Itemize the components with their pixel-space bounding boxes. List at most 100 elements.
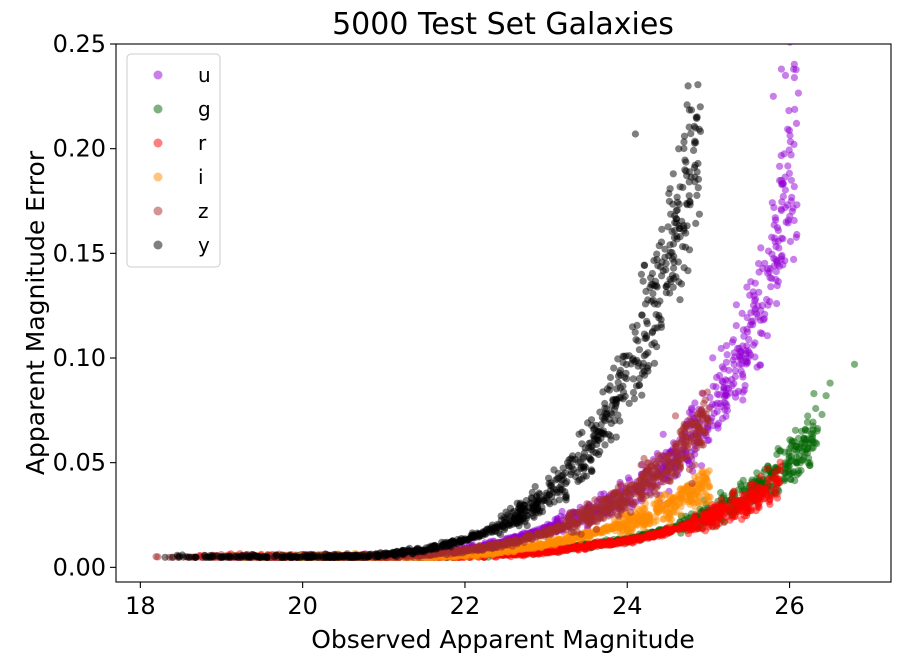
- data-point: [739, 491, 747, 499]
- data-point: [614, 372, 623, 380]
- data-point: [777, 234, 786, 242]
- data-point: [690, 146, 698, 154]
- data-point: [826, 379, 834, 387]
- data-point: [695, 427, 704, 436]
- data-point: [763, 295, 771, 304]
- data-point: [602, 524, 610, 532]
- data-point: [803, 418, 812, 426]
- data-point: [774, 226, 783, 234]
- data-point: [596, 447, 604, 456]
- data-point: [787, 452, 796, 460]
- data-point: [596, 408, 604, 416]
- data-point: [715, 419, 723, 427]
- data-point: [818, 410, 826, 419]
- data-point: [698, 468, 706, 476]
- data-point: [755, 268, 763, 276]
- data-point: [730, 380, 738, 388]
- data-point: [736, 480, 745, 488]
- data-point: [813, 440, 821, 448]
- data-point: [709, 382, 717, 390]
- data-point: [725, 366, 733, 374]
- data-point: [743, 283, 751, 291]
- data-point: [691, 503, 700, 511]
- data-point: [850, 360, 859, 368]
- data-point: [774, 445, 782, 453]
- data-point: [739, 396, 747, 404]
- data-point: [787, 176, 796, 184]
- data-point: [629, 539, 637, 547]
- data-point: [732, 322, 740, 330]
- data-point: [746, 481, 755, 489]
- data-point: [694, 435, 703, 443]
- data-point: [717, 496, 726, 504]
- data-point: [822, 392, 830, 400]
- data-point: [638, 391, 646, 399]
- data-point: [726, 505, 734, 514]
- data-point: [570, 542, 578, 550]
- data-point: [618, 519, 626, 527]
- data-point: [654, 500, 662, 508]
- data-point: [788, 193, 796, 201]
- data-point: [662, 453, 670, 461]
- data-point: [496, 530, 505, 539]
- data-point: [804, 412, 812, 420]
- data-point: [581, 545, 589, 554]
- data-point: [591, 496, 599, 504]
- data-point: [152, 553, 160, 561]
- data-point: [522, 533, 530, 542]
- data-point: [467, 544, 476, 552]
- data-point: [755, 288, 763, 296]
- data-point: [653, 508, 661, 516]
- data-point: [812, 404, 820, 413]
- data-point: [691, 461, 699, 469]
- data-point: [723, 351, 731, 359]
- data-point: [637, 461, 645, 469]
- data-point: [758, 301, 767, 309]
- data-point: [654, 452, 662, 460]
- data-point: [803, 445, 812, 453]
- data-point: [698, 499, 706, 507]
- data-point: [770, 221, 778, 229]
- data-point: [734, 387, 743, 395]
- data-point: [731, 373, 740, 381]
- data-point: [713, 390, 722, 398]
- data-point: [719, 378, 727, 386]
- data-point: [749, 288, 757, 296]
- data-point: [568, 535, 576, 543]
- data-point: [535, 530, 543, 538]
- data-point: [611, 500, 619, 508]
- data-point: [772, 243, 780, 251]
- data-point: [631, 328, 639, 336]
- data-point: [709, 354, 717, 362]
- data-point: [697, 485, 706, 493]
- data-point: [640, 524, 648, 532]
- data-point: [634, 488, 642, 496]
- data-point: [757, 472, 765, 480]
- data-point: [687, 434, 695, 442]
- data-point: [772, 256, 780, 264]
- data-point: [558, 507, 566, 516]
- data-point: [755, 260, 763, 268]
- data-point: [727, 497, 735, 505]
- data-point: [683, 426, 692, 435]
- data-point: [786, 44, 793, 46]
- data-point: [813, 427, 821, 435]
- data-point: [776, 162, 784, 170]
- data-point: [614, 483, 622, 491]
- data-point: [669, 506, 677, 515]
- data-point: [512, 539, 520, 547]
- data-point: [622, 525, 631, 534]
- data-point: [698, 389, 706, 397]
- data-point: [606, 373, 615, 382]
- data-point: [452, 548, 460, 556]
- data-point: [674, 258, 683, 266]
- data-point: [589, 505, 598, 514]
- data-point: [683, 453, 691, 461]
- data-point: [527, 544, 535, 552]
- data-point: [628, 526, 636, 534]
- data-point: [593, 525, 601, 534]
- data-point: [779, 192, 787, 200]
- data-point: [629, 375, 637, 383]
- data-point: [742, 502, 751, 511]
